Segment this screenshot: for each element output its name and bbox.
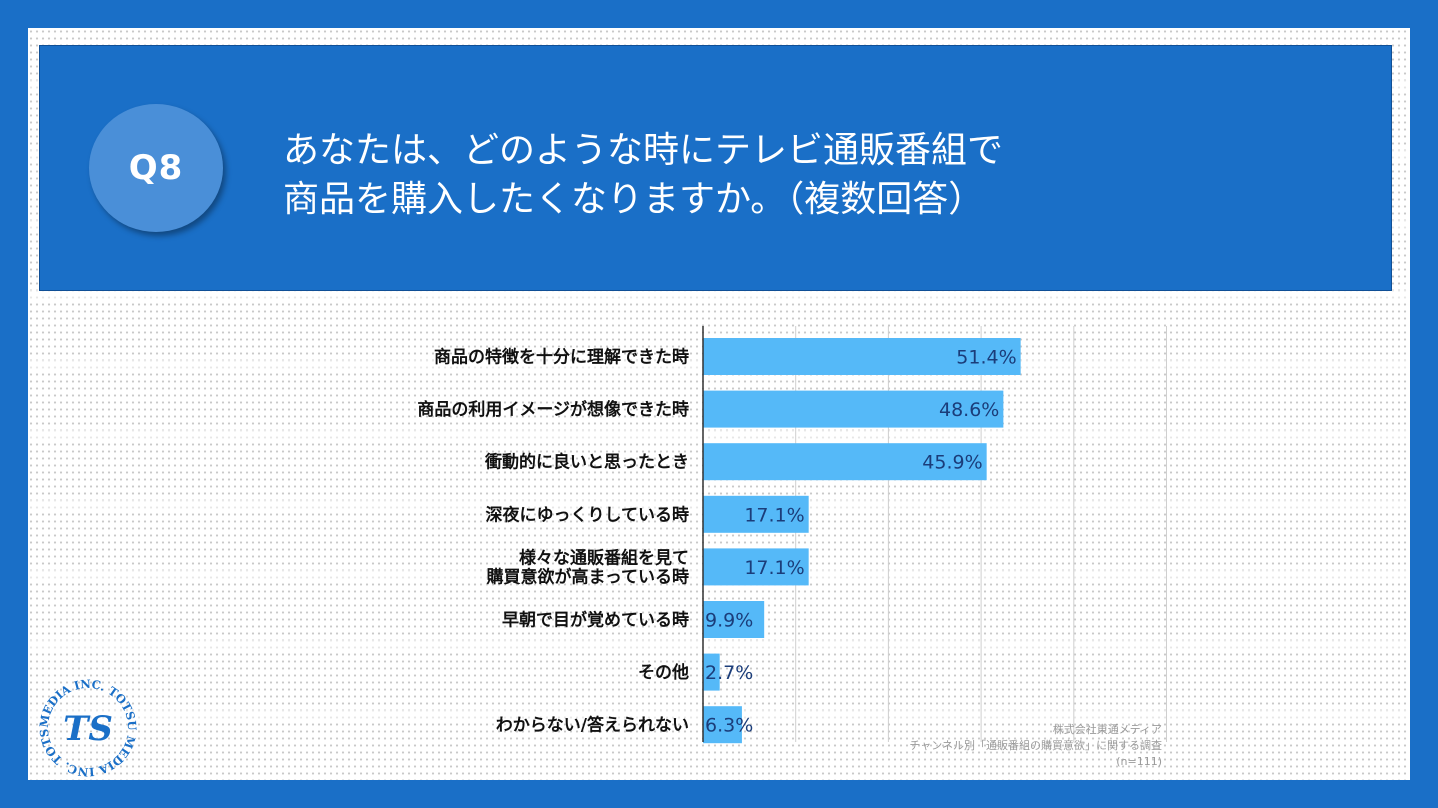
value-label: 9.9% [705, 610, 753, 632]
category-label: 様々な通販番組を見て [519, 547, 689, 568]
bar [703, 338, 1021, 375]
logo-mark: TS [63, 709, 113, 749]
source-company: 株式会社東通メディア [1052, 723, 1162, 736]
bar [703, 548, 809, 586]
value-label: 17.1% [744, 504, 804, 526]
category-label: 深夜にゆっくりしている時 [486, 504, 690, 525]
value-label: 2.7% [705, 662, 753, 684]
value-label: 51.4% [956, 347, 1016, 369]
category-label: わからない/答えられない [496, 715, 689, 736]
source-note: 株式会社東通メディア チャンネル別「通販番組の購買意欲」に関する調査 (n=11… [880, 722, 1162, 770]
category-label: 衝動的に良いと思ったとき [484, 452, 689, 473]
category-label: その他 [638, 662, 689, 683]
bar [703, 653, 720, 691]
value-label: 45.9% [922, 452, 982, 474]
value-label: 6.3% [705, 715, 753, 737]
value-label: 17.1% [744, 557, 804, 579]
category-label: 商品の利用イメージが想像できた時 [417, 399, 689, 420]
source-survey: チャンネル別「通販番組の購買意欲」に関する調査 [909, 739, 1162, 752]
question-text: あなたは、どのような時にテレビ通販番組で 商品を購入したくなりますか。（複数回答… [283, 126, 1183, 224]
question-number-badge: Q8 [89, 104, 223, 232]
question-line-1: あなたは、どのような時にテレビ通販番組で [283, 130, 1004, 171]
bar [703, 601, 765, 638]
bar [703, 706, 742, 744]
category-label: 購買意欲が高まっている時 [487, 566, 689, 587]
bar [703, 390, 1004, 428]
question-line-2: 商品を購入したくなりますか。（複数回答） [283, 179, 985, 220]
bar [703, 443, 987, 481]
question-header [39, 45, 1392, 291]
value-label: 48.6% [939, 399, 999, 421]
bar [703, 495, 809, 533]
totsu-media-logo: MEDIA INC. TOTSU MEDIA INC. TOTSU TS [36, 676, 139, 779]
source-sample-size: (n=111) [1116, 755, 1162, 768]
category-label: 商品の特徴を十分に理解できた時 [434, 347, 689, 368]
category-label: 早朝で目が覚めている時 [502, 610, 689, 631]
